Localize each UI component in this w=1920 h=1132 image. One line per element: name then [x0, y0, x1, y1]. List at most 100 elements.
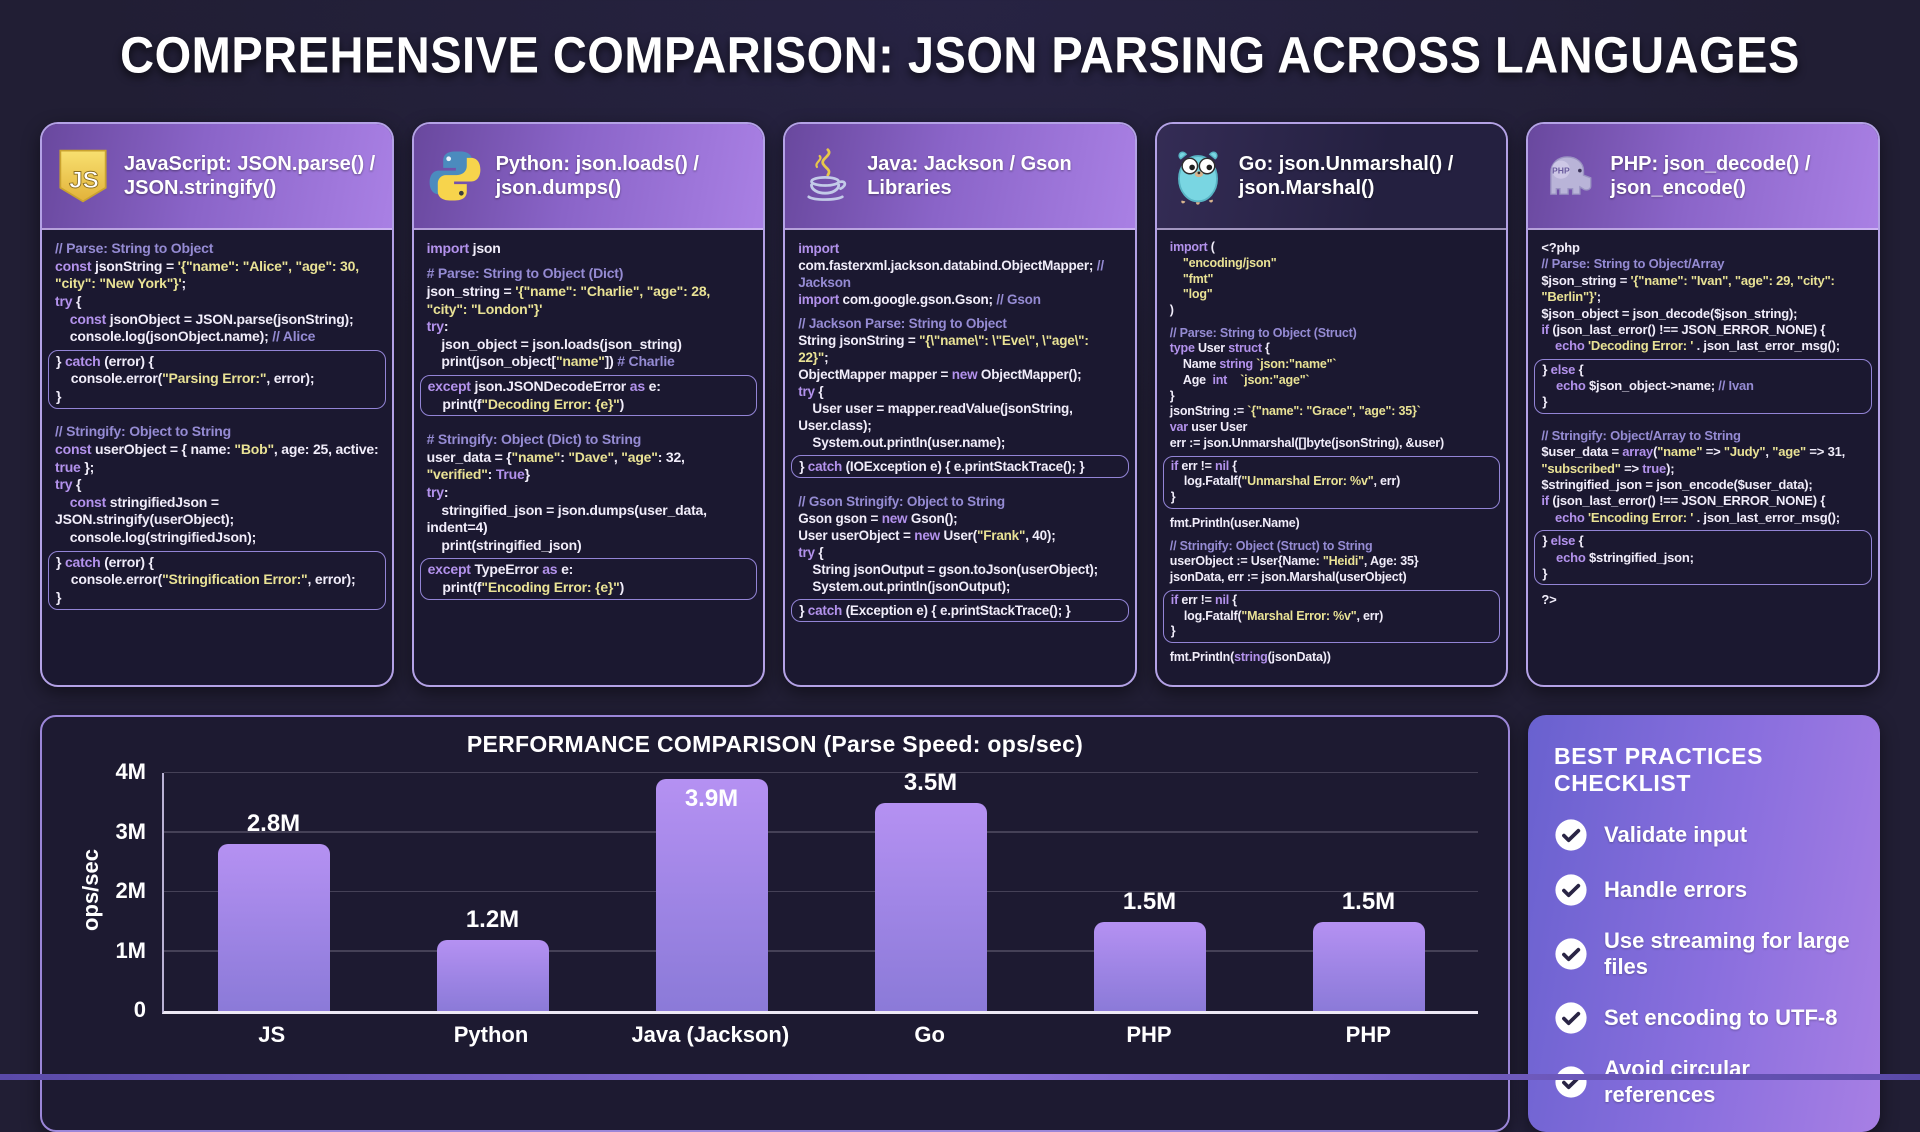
bar-python	[436, 939, 549, 1011]
code-line: $user_data = array("name" => "Judy", "ag…	[1541, 444, 1849, 476]
code-line: // Stringify: Object (Struct) to String	[1169, 538, 1373, 553]
code-line: // Parse: String to Object/Array	[1541, 256, 1725, 272]
code-line: // Jackson Parse: String to Object	[798, 316, 1007, 332]
code-line: try {	[55, 476, 82, 493]
code-line	[1541, 421, 1865, 428]
code-line	[55, 416, 379, 424]
panel-php: PHP PHP: json_decode() / json_encode() <?p…	[1526, 122, 1880, 687]
code-line: jsonData, err := json.Marshal(userObject…	[1169, 570, 1407, 584]
code-line: try:	[426, 318, 449, 335]
checklist-item-label: Avoid circular references	[1604, 1056, 1750, 1107]
bar-php	[1093, 921, 1206, 1011]
code-line: // Parse: String to Object	[55, 240, 214, 256]
code-line: ?>	[1541, 592, 1557, 608]
panel-java: Java: Jackson / Gson Libraries import com…	[783, 122, 1137, 687]
panel-title-go: Go: json.Unmarshal() / json.Marshal()	[1238, 152, 1454, 199]
y-tick-label: 2M	[115, 878, 146, 903]
code-line: System.out.println(user.name);	[798, 435, 1006, 451]
code-line	[427, 423, 751, 431]
code-line: console.error("Stringification Error:", …	[56, 571, 356, 588]
code-line: ObjectMapper mapper = new ObjectMapper()…	[798, 367, 1082, 383]
code-line: try:	[426, 483, 449, 500]
performance-chart-panel: PERFORMANCE COMPARISON (Parse Speed: ops…	[40, 715, 1510, 1132]
code-line: import json	[426, 240, 501, 256]
category-label: JS	[258, 1022, 286, 1047]
code-line	[798, 308, 1122, 315]
panel-title-java: Java: Jackson / Gson Libraries	[867, 152, 1072, 199]
checklist-title: BEST PRACTICES CHECKLIST	[1554, 743, 1764, 796]
code-line: <?php	[1541, 240, 1580, 255]
code-line: print(stringified_json)	[426, 536, 582, 553]
language-panels-row: JS JavaScript: JSON.parse() / JSON.string…	[40, 122, 1880, 687]
bar-slot: 3.9M	[602, 773, 821, 1011]
checklist-item: Validate input	[1554, 818, 1854, 852]
code-line: # Parse: String to Object (Dict)	[426, 265, 624, 282]
code-line	[1170, 319, 1494, 326]
checklist-items: Validate input Handle errors Use streaming…	[1554, 818, 1854, 1108]
bar-slot: 1.2M	[383, 773, 602, 1011]
chart-area: 2.8M 1.2M 3.9M 3.5M 1.5M 1.5M JS Python Java (J…	[162, 769, 1478, 1048]
bar-value-label: 3.9M	[684, 784, 739, 812]
code-line: json_object = json.loads(json_string)	[426, 335, 682, 352]
bar-value-label: 1.5M	[1122, 887, 1177, 915]
javascript-logo-icon: JS	[54, 147, 112, 205]
code-line: String jsonString = "{\"name\": \"Eve\",…	[798, 333, 1093, 366]
code-line: stringified_json = json.dumps(user_data,…	[426, 501, 711, 536]
checklist-item: Set encoding to UTF-8	[1554, 1001, 1854, 1035]
panel-header-java: Java: Jackson / Gson Libraries	[785, 124, 1135, 230]
code-block-java: import com.fasterxml.jackson.databind.Ob…	[785, 230, 1135, 685]
code-line: const jsonObject = JSON.parse(jsonString…	[69, 310, 354, 327]
code-line: console.log(jsonObject.name); // Alice	[55, 328, 316, 345]
code-line: if (json_last_error() !== JSON_ERROR_NON…	[1541, 321, 1826, 337]
page-title: COMPREHENSIVE COMPARISON: JSON PARSING A…	[120, 25, 1800, 84]
code-line	[427, 258, 751, 266]
code-line: }	[56, 388, 62, 404]
plot-area: 2.8M 1.2M 3.9M 3.5M 1.5M 1.5M	[162, 769, 1478, 1014]
code-line: }	[1170, 490, 1176, 505]
code-line: const jsonString = '{"name": "Alice", "a…	[55, 257, 363, 292]
svg-text:PHP: PHP	[1552, 165, 1570, 175]
panel-header-javascript: JS JavaScript: JSON.parse() / JSON.string…	[42, 124, 392, 230]
code-line: console.log(stringifiedJson);	[55, 529, 257, 546]
code-line: Age int `json:"age"`	[1169, 372, 1310, 387]
code-line: }	[1169, 388, 1175, 403]
go-gopher-logo-icon	[1169, 147, 1227, 205]
code-line: } catch (error) {	[56, 553, 154, 570]
code-line: )	[1169, 303, 1174, 317]
code-line: echo 'Encoding Error: ' . json_last_erro…	[1555, 509, 1840, 525]
code-line: const stringifiedJson = JSON.stringify(u…	[55, 493, 234, 528]
code-line: type User struct {	[1169, 341, 1270, 356]
gridline	[164, 771, 1478, 773]
code-line	[1170, 532, 1494, 539]
code-line: if err != nil {	[1170, 592, 1237, 607]
svg-text:JS: JS	[69, 167, 99, 194]
bar-value-label: 3.5M	[903, 768, 958, 796]
code-line: // Parse: String to Object (Struct)	[1169, 325, 1357, 340]
panel-title-php: PHP: json_decode() / json_encode()	[1610, 152, 1811, 199]
code-line: } catch (error) {	[56, 352, 154, 369]
bottom-row: PERFORMANCE COMPARISON (Parse Speed: ops…	[40, 715, 1880, 1132]
panel-header-php: PHP PHP: json_decode() / json_encode()	[1528, 124, 1878, 230]
python-logo-icon	[426, 147, 484, 205]
checklist-item-label: Handle errors	[1604, 877, 1748, 902]
php-elephant-logo-icon: PHP	[1540, 147, 1598, 205]
gridline	[164, 890, 1478, 892]
check-circle-icon	[1554, 937, 1588, 971]
code-line: var user User	[1169, 420, 1248, 435]
checklist-item: Avoid circular references	[1554, 1056, 1854, 1108]
code-line: "log"	[1182, 287, 1213, 302]
code-line: print(f"Encoding Error: {e}")	[427, 579, 625, 595]
error-handling-box: except TypeError as e: print(f"Encoding …	[419, 558, 758, 600]
y-tick-label: 4M	[115, 759, 146, 784]
code-line: try {	[798, 384, 824, 400]
code-block-go: import ( "encoding/json" "fmt" "log") // …	[1157, 230, 1507, 685]
panel-title-javascript: JavaScript: JSON.parse() / JSON.stringif…	[124, 152, 376, 199]
y-tick-label: 1M	[115, 937, 146, 963]
code-line: $stringified_json = json_encode($user_da…	[1541, 477, 1813, 493]
bar-slot: 1.5M	[1259, 773, 1478, 1011]
bar-slot: 3.5M	[821, 769, 1040, 1011]
checklist-item-label: Validate input	[1604, 822, 1748, 847]
y-tick-label: 0	[133, 997, 146, 1022]
code-line: echo $stringified_json;	[1556, 549, 1694, 565]
category-label: PHP	[1126, 1022, 1172, 1047]
